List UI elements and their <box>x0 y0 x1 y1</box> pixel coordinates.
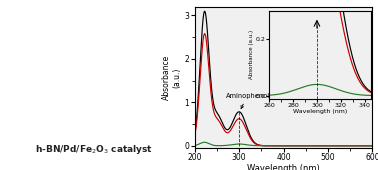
X-axis label: Wavelength (nm): Wavelength (nm) <box>247 164 320 170</box>
Text: Aminophenol: Aminophenol <box>226 93 270 108</box>
Y-axis label: Absorbance
(a.u.): Absorbance (a.u.) <box>162 55 181 100</box>
Text: h-BN/Pd/Fe$_2$O$_3$ catalyst: h-BN/Pd/Fe$_2$O$_3$ catalyst <box>36 143 153 156</box>
